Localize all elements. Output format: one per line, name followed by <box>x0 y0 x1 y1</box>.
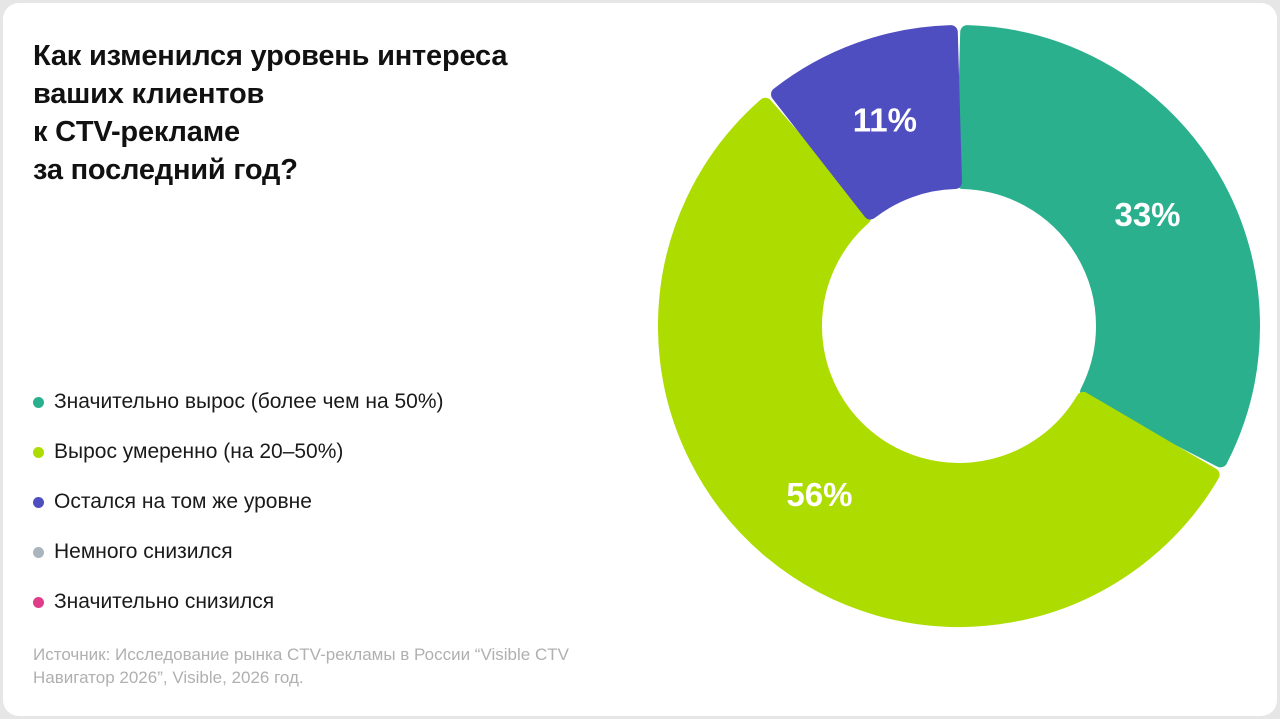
legend: Значительно вырос (более чем на 50%) Выро… <box>33 377 444 627</box>
legend-dot-icon <box>33 446 44 458</box>
legend-item: Немного снизился <box>33 527 444 577</box>
legend-label: Вырос умеренно (на 20–50%) <box>54 440 344 463</box>
donut-slice <box>956 25 1260 468</box>
donut-slice <box>770 25 962 220</box>
legend-dot-icon <box>33 546 44 558</box>
legend-item: Значительно снизился <box>33 577 444 627</box>
legend-dot-icon <box>33 596 44 608</box>
legend-item: Значительно вырос (более чем на 50%) <box>33 377 444 427</box>
chart-card: Как изменился уровень интереса ваших кли… <box>3 3 1277 716</box>
legend-dot-icon <box>33 496 44 508</box>
chart-title: Как изменился уровень интереса ваших кли… <box>33 40 508 186</box>
slice-value-label: 56% <box>786 476 852 513</box>
donut-slice <box>658 97 1220 627</box>
legend-item: Вырос умеренно (на 20–50%) <box>33 427 444 477</box>
legend-label: Значительно вырос (более чем на 50%) <box>54 390 444 413</box>
donut-svg: 33% 56% 11% <box>658 25 1260 627</box>
donut-chart: 33% 56% 11% <box>643 13 1273 713</box>
legend-label: Значительно снизился <box>54 590 275 613</box>
legend-dot-icon <box>33 396 44 408</box>
legend-label: Немного снизился <box>54 540 233 563</box>
legend-item: Остался на том же уровне <box>33 477 444 527</box>
source-note: Источник: Исследование рынка CTV-рекламы… <box>33 645 569 687</box>
legend-label: Остался на том же уровне <box>54 490 312 513</box>
slice-value-label: 11% <box>853 101 917 138</box>
slice-value-label: 33% <box>1114 196 1180 233</box>
